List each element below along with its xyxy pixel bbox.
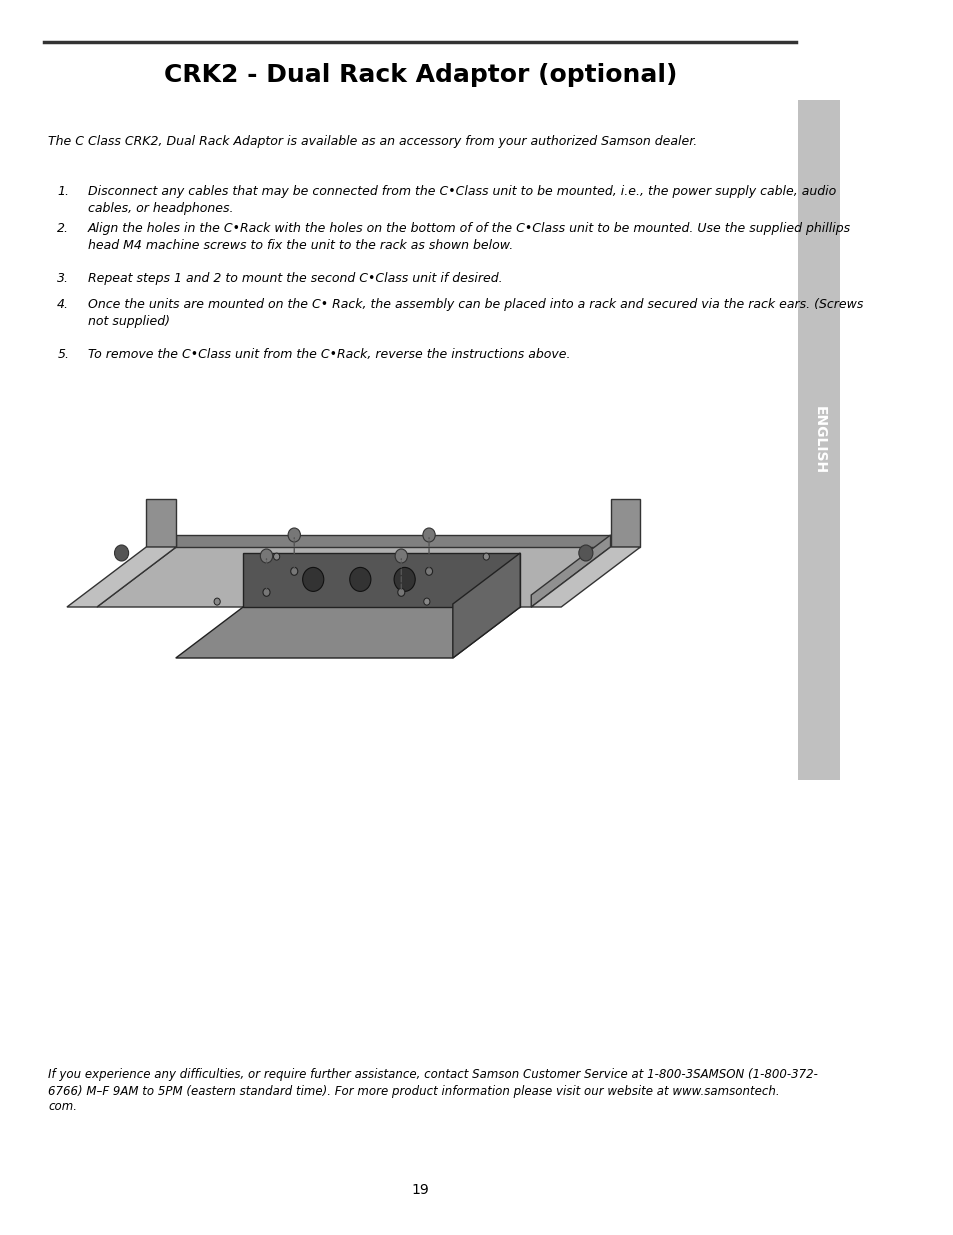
Circle shape bbox=[483, 553, 489, 561]
Text: Disconnect any cables that may be connected from the C•Class unit to be mounted,: Disconnect any cables that may be connec… bbox=[88, 185, 836, 215]
Polygon shape bbox=[67, 547, 176, 606]
Text: 4.: 4. bbox=[57, 298, 70, 311]
Text: To remove the C•Class unit from the C•Rack, reverse the instructions above.: To remove the C•Class unit from the C•Ra… bbox=[88, 348, 570, 361]
Polygon shape bbox=[610, 499, 639, 547]
Circle shape bbox=[350, 567, 371, 592]
Circle shape bbox=[213, 598, 220, 605]
Circle shape bbox=[114, 545, 129, 561]
Circle shape bbox=[291, 567, 297, 576]
Text: CRK2 - Dual Rack Adaptor (optional): CRK2 - Dual Rack Adaptor (optional) bbox=[163, 63, 677, 86]
Polygon shape bbox=[531, 547, 639, 606]
Polygon shape bbox=[175, 606, 519, 658]
Circle shape bbox=[288, 529, 300, 542]
Polygon shape bbox=[176, 535, 610, 547]
Polygon shape bbox=[243, 553, 519, 606]
Polygon shape bbox=[97, 547, 610, 606]
Text: 1.: 1. bbox=[57, 185, 70, 198]
Text: 19: 19 bbox=[411, 1183, 429, 1197]
Circle shape bbox=[422, 529, 435, 542]
Text: Align the holes in the C•Rack with the holes on the bottom of of the C•Class uni: Align the holes in the C•Rack with the h… bbox=[88, 222, 850, 252]
Bar bbox=[798, 100, 840, 781]
Text: If you experience any difficulties, or require further assistance, contact Samso: If you experience any difficulties, or r… bbox=[49, 1068, 818, 1081]
Text: com.: com. bbox=[49, 1100, 77, 1113]
Text: 6766) M–F 9AM to 5PM (eastern standard time). For more product information pleas: 6766) M–F 9AM to 5PM (eastern standard t… bbox=[49, 1086, 780, 1098]
Circle shape bbox=[302, 567, 323, 592]
Polygon shape bbox=[453, 553, 519, 658]
Text: Once the units are mounted on the C• Rack, the assembly can be placed into a rac: Once the units are mounted on the C• Rac… bbox=[88, 298, 862, 329]
Polygon shape bbox=[531, 535, 610, 606]
Circle shape bbox=[397, 588, 404, 597]
Text: Repeat steps 1 and 2 to mount the second C•Class unit if desired.: Repeat steps 1 and 2 to mount the second… bbox=[88, 272, 502, 285]
Circle shape bbox=[394, 567, 415, 592]
Circle shape bbox=[263, 588, 270, 597]
Text: 2.: 2. bbox=[57, 222, 70, 235]
Text: The C Class CRK2, Dual Rack Adaptor is available as an accessory from your autho: The C Class CRK2, Dual Rack Adaptor is a… bbox=[49, 135, 697, 148]
Circle shape bbox=[425, 567, 432, 576]
Text: 3.: 3. bbox=[57, 272, 70, 285]
Polygon shape bbox=[146, 499, 176, 547]
Text: ENGLISH: ENGLISH bbox=[811, 406, 825, 474]
Circle shape bbox=[260, 550, 273, 563]
Circle shape bbox=[423, 598, 430, 605]
Text: 5.: 5. bbox=[57, 348, 70, 361]
Circle shape bbox=[395, 550, 407, 563]
Circle shape bbox=[578, 545, 593, 561]
Circle shape bbox=[274, 553, 279, 561]
